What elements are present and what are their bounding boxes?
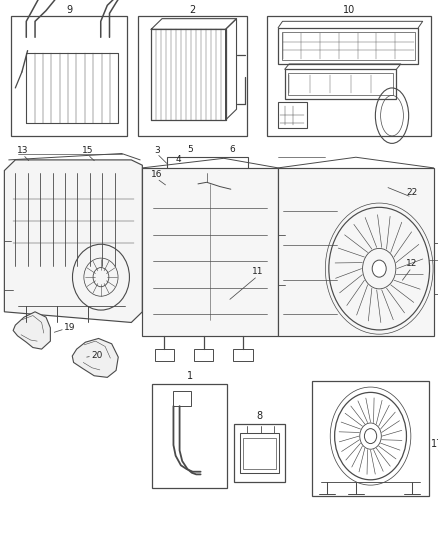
- Bar: [152, 384, 227, 488]
- Text: 2: 2: [190, 5, 196, 14]
- Bar: [176, 168, 189, 197]
- Text: 9: 9: [66, 5, 72, 14]
- Text: 11: 11: [252, 268, 263, 276]
- Bar: [167, 157, 248, 208]
- Bar: [194, 349, 213, 361]
- Text: 5: 5: [187, 145, 194, 154]
- Bar: [234, 424, 285, 482]
- Bar: [243, 438, 276, 469]
- Text: 6: 6: [229, 145, 235, 154]
- Polygon shape: [13, 312, 50, 349]
- Bar: [142, 168, 278, 336]
- Polygon shape: [4, 160, 142, 322]
- Bar: [267, 16, 431, 136]
- Bar: [282, 32, 415, 60]
- Ellipse shape: [364, 429, 377, 443]
- Text: 4: 4: [176, 156, 181, 164]
- Text: 12: 12: [406, 260, 417, 268]
- Bar: [233, 349, 253, 361]
- Bar: [278, 168, 434, 336]
- Bar: [285, 69, 396, 99]
- Text: 19: 19: [64, 324, 76, 332]
- Text: 10: 10: [343, 5, 355, 14]
- Bar: [155, 349, 174, 361]
- Bar: [288, 73, 393, 95]
- Ellipse shape: [372, 260, 386, 277]
- Bar: [278, 102, 307, 128]
- Bar: [138, 16, 247, 136]
- Bar: [240, 433, 279, 473]
- Text: 17: 17: [431, 439, 438, 449]
- Bar: [312, 381, 429, 496]
- Text: 1: 1: [187, 371, 193, 381]
- Text: 8: 8: [257, 411, 262, 421]
- Bar: [11, 16, 127, 136]
- Bar: [178, 173, 187, 192]
- Text: 22: 22: [406, 189, 417, 197]
- Bar: [278, 28, 418, 64]
- Polygon shape: [72, 338, 118, 377]
- Text: 13: 13: [17, 146, 28, 155]
- Bar: [173, 391, 191, 406]
- Text: 15: 15: [82, 146, 93, 155]
- Text: 3: 3: [154, 146, 160, 155]
- Text: 16: 16: [151, 170, 162, 179]
- Text: 20: 20: [92, 351, 103, 360]
